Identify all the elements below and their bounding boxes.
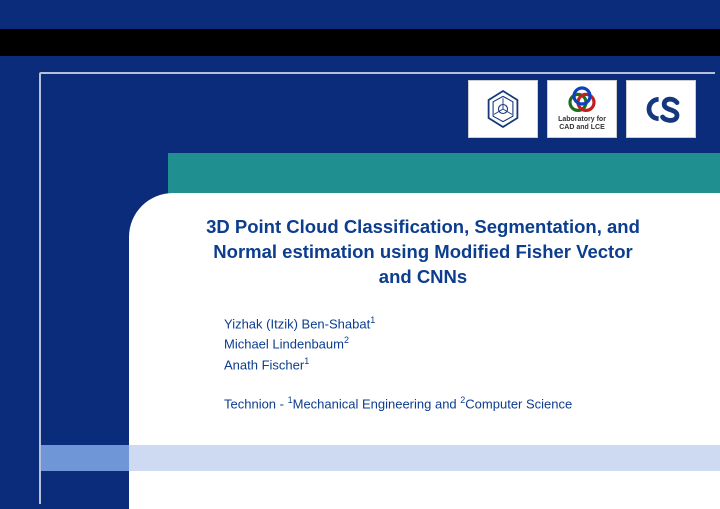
teal-accent-bar [168,153,720,193]
author-2: Michael Lindenbaum2 [224,334,375,354]
author-1: Yizhak (Itzik) Ben-Shabat1 [224,314,375,334]
lab-logo: Laboratory for CAD and LCE [547,80,617,138]
technion-logo [468,80,538,138]
slide-title: 3D Point Cloud Classification, Segmentat… [142,215,704,290]
lab-logo-line2: CAD and LCE [559,124,605,132]
top-black-bar [0,29,720,56]
affiliation: Technion - 1Mechanical Engineering and 2… [224,395,572,411]
authors-block: Yizhak (Itzik) Ben-Shabat1 Michael Linde… [224,314,375,375]
cs-logo [626,80,696,138]
title-line-2: Normal estimation using Modified Fisher … [142,240,704,265]
bottom-accent-bar [41,445,129,471]
title-line-1: 3D Point Cloud Classification, Segmentat… [142,215,704,240]
lab-logo-line1: Laboratory for [558,116,606,124]
logo-row: Laboratory for CAD and LCE [468,80,696,138]
title-line-3: and CNNs [142,265,704,290]
author-3: Anath Fischer1 [224,355,375,375]
